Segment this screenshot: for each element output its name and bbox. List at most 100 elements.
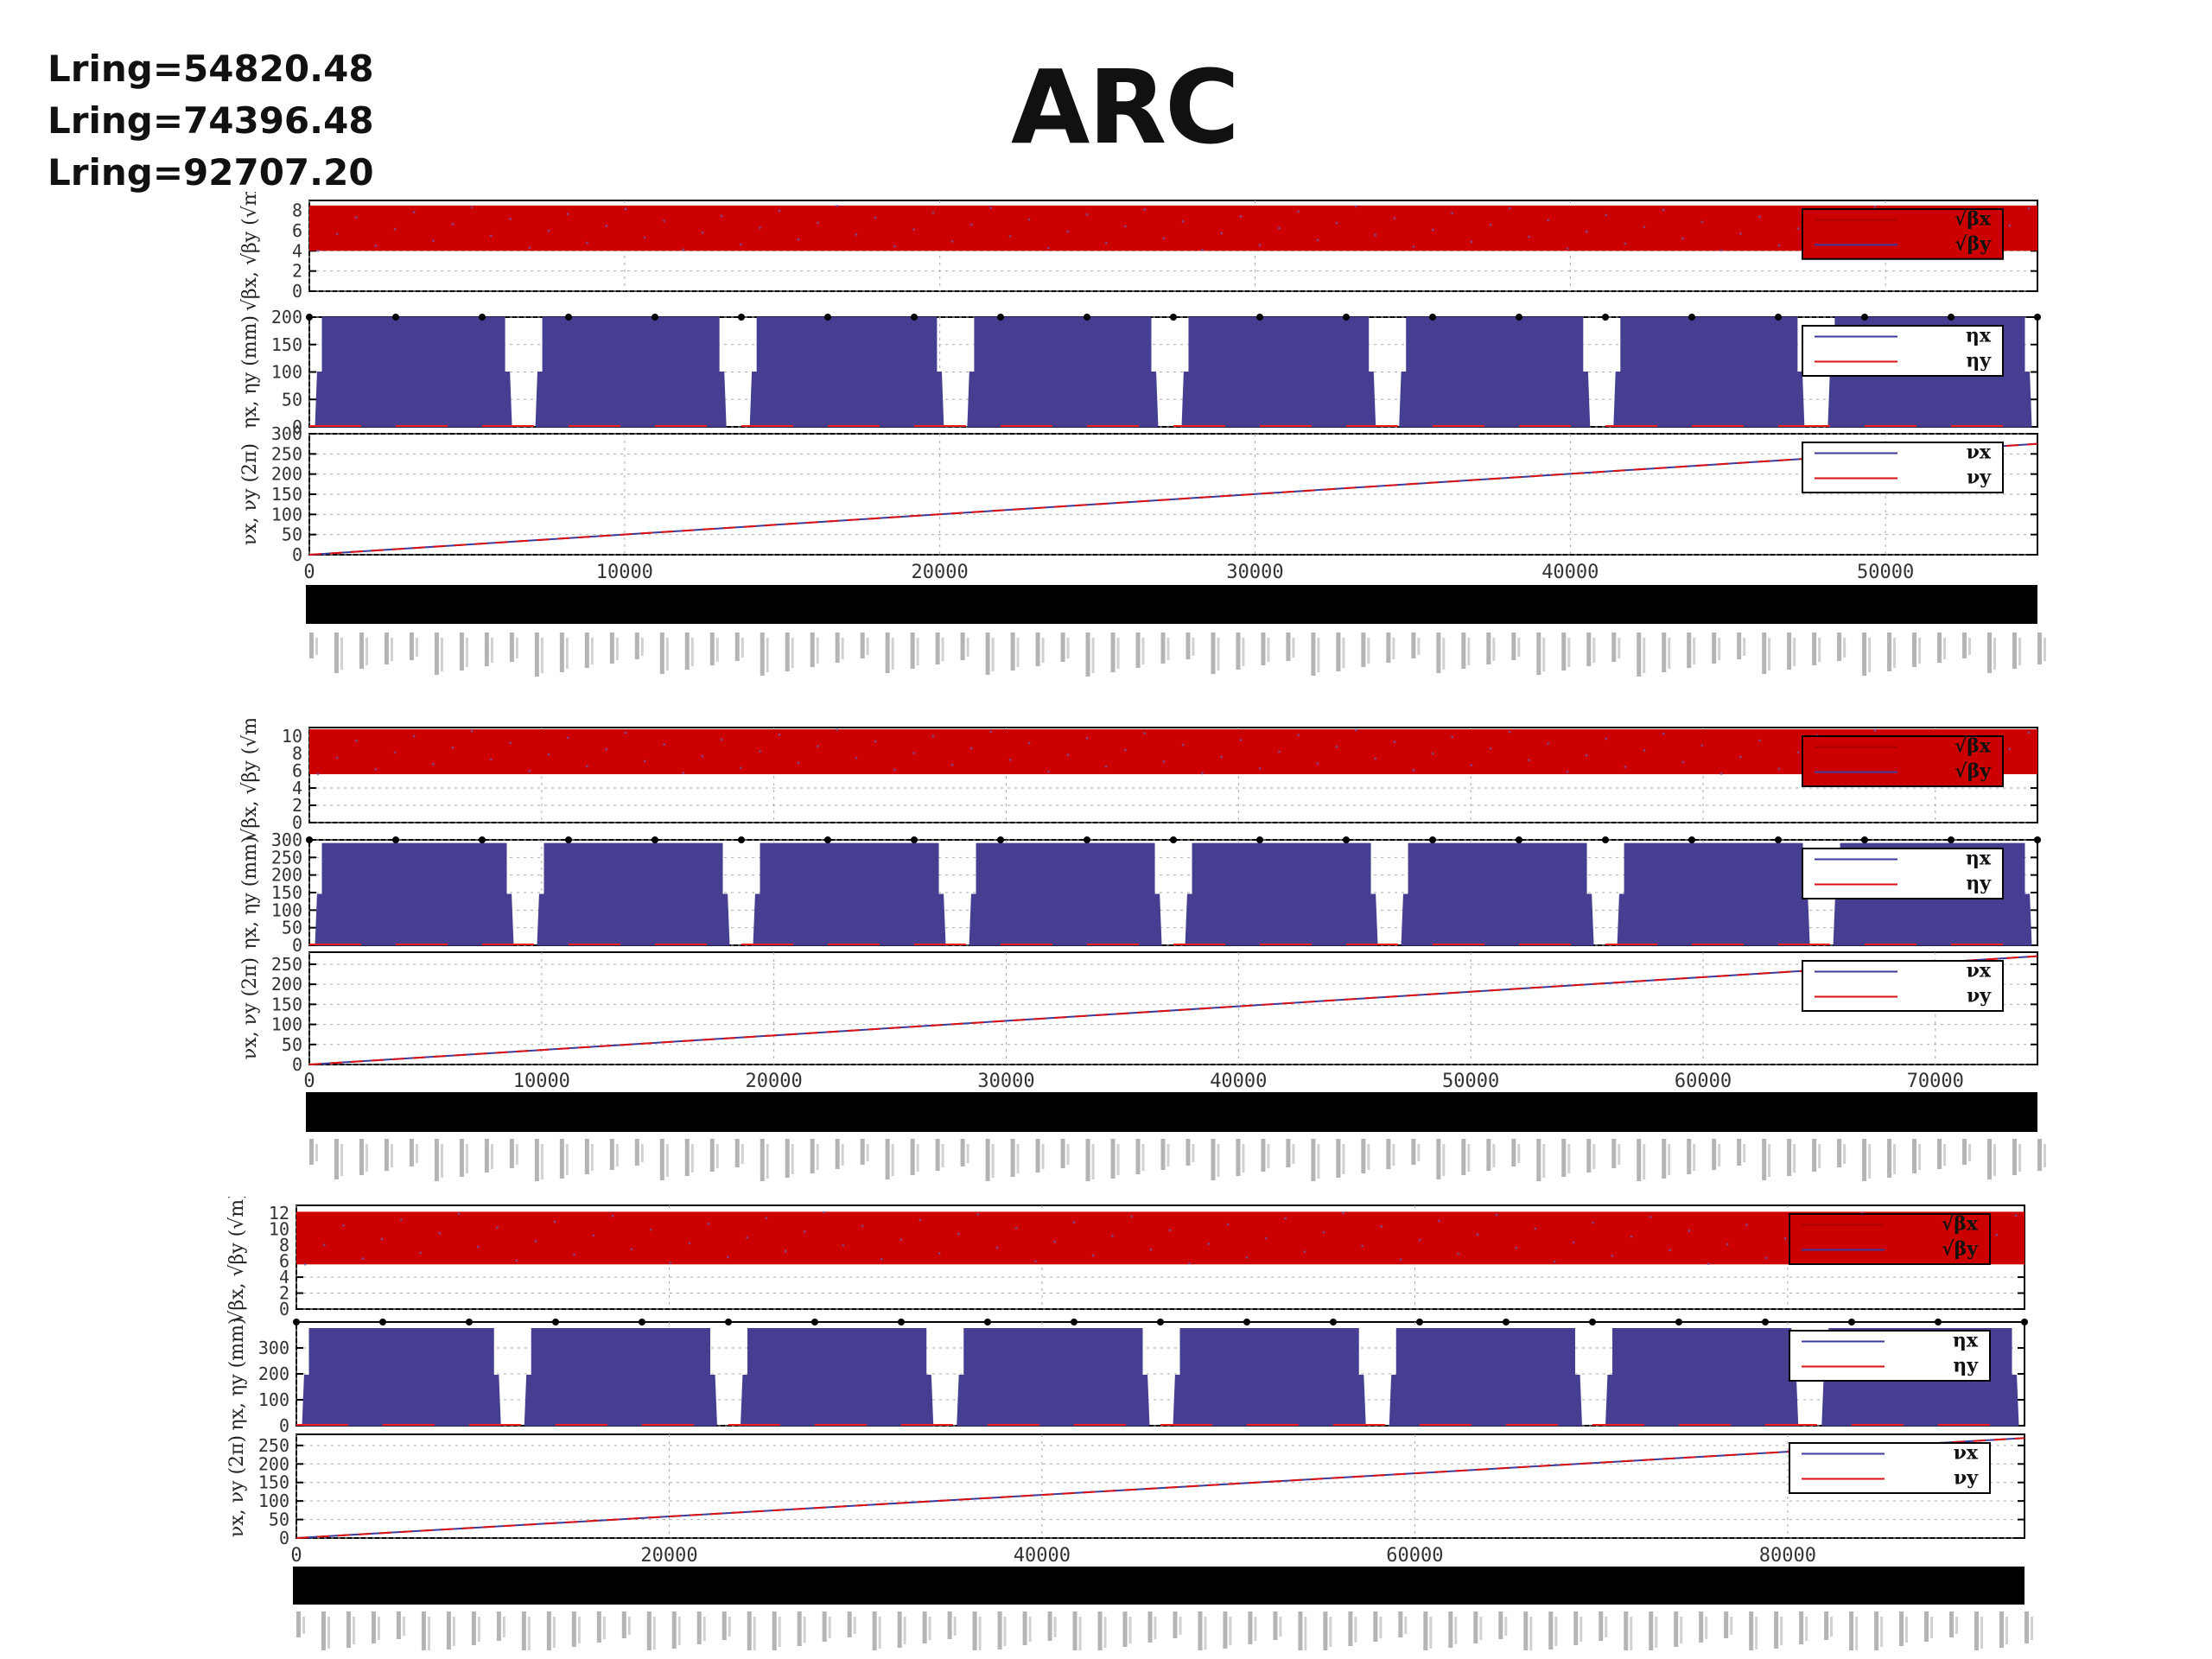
element-tick xyxy=(659,1139,664,1180)
x-tick-label: 10000 xyxy=(513,1071,570,1092)
element-tick xyxy=(571,1611,576,1647)
element-tick xyxy=(841,638,844,659)
top-marker xyxy=(1688,314,1695,321)
y-axis-label: ηx, ηy (mm) xyxy=(226,1317,248,1430)
element-tick xyxy=(1498,1611,1503,1639)
beta-y-point xyxy=(1297,734,1300,737)
y-axis-label: ηx, ηy (mm) xyxy=(239,315,261,429)
top-marker xyxy=(392,836,399,843)
element-tick xyxy=(1630,1617,1633,1650)
legend-box xyxy=(1802,960,2004,1012)
y-tick-label: 50 xyxy=(269,1510,289,1530)
beta-y-point xyxy=(553,1220,556,1224)
beta-y-point xyxy=(1495,1213,1498,1217)
beta-y-point xyxy=(1072,1221,1076,1224)
element-tick xyxy=(384,1139,389,1171)
beta-y-point xyxy=(1104,765,1108,768)
element-tick xyxy=(1511,632,1516,660)
beta-y-point xyxy=(855,756,858,760)
beta-y-point xyxy=(938,1252,941,1255)
element-tick xyxy=(891,1144,894,1176)
beta-y-point xyxy=(1200,772,1204,775)
beta-y-point xyxy=(489,758,493,761)
element-tick xyxy=(1311,1139,1316,1181)
beta-y-point xyxy=(1553,1260,1556,1263)
beta-y-point xyxy=(1547,742,1550,746)
element-tick xyxy=(1799,1611,1804,1644)
element-tick xyxy=(1298,1611,1303,1650)
beta-y-point xyxy=(1033,1260,1037,1263)
element-tick xyxy=(1085,632,1090,677)
element-tick xyxy=(1837,632,1842,661)
y-axis-label: √βx, √βy (√m) xyxy=(226,1197,248,1323)
top-marker xyxy=(479,836,486,843)
beta-y-point xyxy=(432,239,435,243)
top-marker xyxy=(306,314,313,321)
element-tick xyxy=(1580,1617,1583,1642)
x-tick-label: 20000 xyxy=(640,1545,697,1567)
y-axis-label: νx, νy (2π) xyxy=(239,443,261,545)
element-tick xyxy=(1486,632,1491,664)
beta-y-point xyxy=(1335,745,1338,748)
beta-y-point xyxy=(1316,762,1319,765)
beta-y-point xyxy=(1046,246,1050,250)
element-tick xyxy=(734,632,740,661)
beta-y-point xyxy=(1873,729,1877,732)
beta-y-point xyxy=(663,219,665,223)
beta-y-point xyxy=(1738,232,1742,235)
element-tick xyxy=(1536,1139,1541,1181)
element-tick xyxy=(872,1611,877,1650)
element-tick xyxy=(427,1617,430,1650)
beta-y-point xyxy=(643,236,646,239)
element-tick xyxy=(841,1144,844,1166)
top-marker xyxy=(1675,1319,1682,1325)
element-tick xyxy=(1329,1617,1332,1647)
element-tick xyxy=(1774,1611,1779,1649)
element-tick xyxy=(1392,1144,1395,1166)
element-tick xyxy=(1787,632,1792,670)
y-tick-label: 8 xyxy=(279,1235,289,1255)
beta-y-point xyxy=(534,1240,537,1243)
element-tick xyxy=(1467,638,1471,665)
beta-y-point xyxy=(740,766,742,770)
eta-x-cell xyxy=(1185,842,1378,946)
element-tick xyxy=(565,638,569,669)
element-tick xyxy=(371,1611,376,1643)
beta-y-point xyxy=(1476,1233,1479,1236)
element-tick xyxy=(1267,1144,1270,1168)
beta-y-point xyxy=(1226,1223,1230,1226)
beta-y-point xyxy=(1438,1219,1440,1223)
y-tick-label: 250 xyxy=(258,1435,289,1456)
element-tick xyxy=(1542,638,1546,671)
element-tick xyxy=(803,1617,806,1643)
beta-y-point xyxy=(707,1222,710,1225)
beta-y-point xyxy=(970,223,973,226)
element-tick xyxy=(1442,638,1446,670)
beta-y-point xyxy=(630,1248,633,1251)
element-tick xyxy=(1248,1611,1253,1644)
element-tick xyxy=(1279,1617,1282,1637)
beta-y-point xyxy=(2008,747,2012,751)
beta-y-point xyxy=(432,763,435,766)
element-tick xyxy=(590,638,594,664)
beta-y-point xyxy=(797,238,800,241)
beta-y-point xyxy=(316,249,320,252)
beta-y-point xyxy=(509,741,512,744)
beta-y-point xyxy=(1700,744,1704,747)
element-tick xyxy=(985,1139,990,1181)
element-tick xyxy=(734,1139,740,1167)
element-tick xyxy=(1987,632,1993,673)
beta-y-point xyxy=(701,231,704,234)
y-axis-label: ηx, ηy (mm) xyxy=(239,836,261,949)
beta-x-band xyxy=(309,729,2037,774)
element-tick xyxy=(346,1611,351,1648)
element-tick xyxy=(440,1144,443,1178)
element-tick xyxy=(910,1139,915,1175)
element-tick xyxy=(1035,632,1040,666)
beta-y-point xyxy=(489,234,493,238)
element-tick xyxy=(465,638,468,667)
element-tick xyxy=(1417,638,1421,655)
element-tick xyxy=(2005,1617,2009,1644)
beta-y-point xyxy=(1264,1236,1268,1240)
